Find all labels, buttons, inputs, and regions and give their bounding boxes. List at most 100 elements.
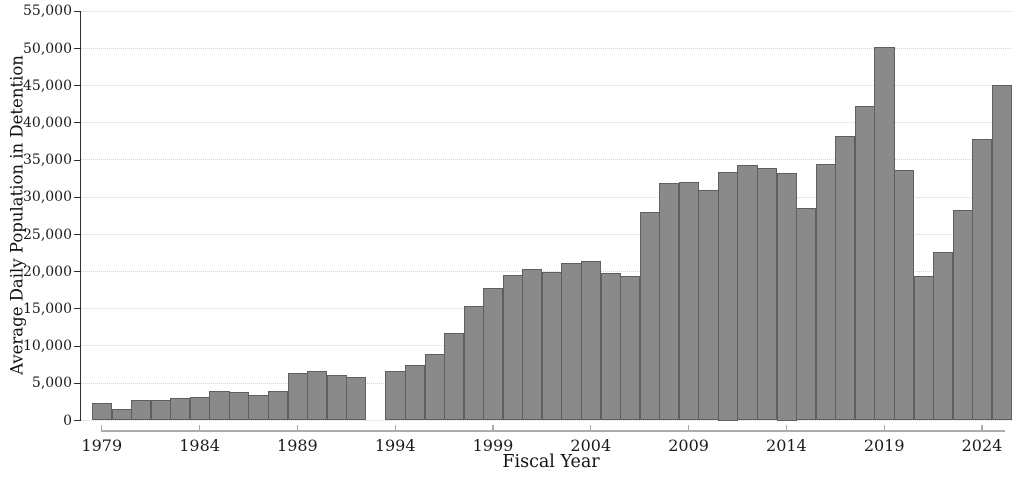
bar-2004 <box>581 261 602 421</box>
gridline <box>81 196 1012 198</box>
bar-2005 <box>600 273 621 421</box>
x-axis-tick <box>492 424 494 430</box>
x-tick-label: 2009 <box>668 436 709 455</box>
y-tick-label: 5,000 <box>31 375 72 392</box>
gridline <box>81 270 1012 272</box>
y-axis-tick <box>74 159 80 161</box>
x-axis-line <box>101 430 1005 432</box>
bar-1991 <box>326 375 347 421</box>
bar-1983 <box>170 398 191 421</box>
y-axis-tick <box>74 345 80 347</box>
bar-2000 <box>502 275 523 421</box>
y-axis-tick <box>74 234 80 236</box>
bar-2007 <box>639 212 660 421</box>
y-tick-label: 35,000 <box>23 152 72 169</box>
y-axis-tick <box>74 382 80 384</box>
bar-1994 <box>385 370 406 421</box>
y-axis-tick <box>74 420 80 422</box>
x-axis-tick <box>785 424 788 430</box>
x-axis-tick <box>296 424 299 430</box>
y-axis-tick <box>74 85 80 87</box>
bar-1987 <box>248 395 269 421</box>
bar-1982 <box>150 399 171 421</box>
gridline <box>81 84 1012 86</box>
x-tick-label: 1984 <box>179 436 220 455</box>
bar-2012 <box>737 164 758 421</box>
y-axis-tick <box>74 48 80 50</box>
bar-2024 <box>972 138 993 421</box>
x-tick-label: 1994 <box>374 436 416 455</box>
bar-1981 <box>131 400 152 421</box>
bar-2011 <box>717 172 739 421</box>
bar-1989 <box>287 372 308 421</box>
gridline <box>81 10 1012 12</box>
bar-2014 <box>776 172 797 421</box>
y-axis-tick <box>74 122 80 124</box>
y-tick-label: 15,000 <box>23 300 72 317</box>
bar-1979 <box>92 403 113 421</box>
y-tick-label: 30,000 <box>23 189 72 206</box>
bar-2002 <box>541 272 563 421</box>
y-tick-label: 50,000 <box>23 40 72 57</box>
bar-1990 <box>307 370 328 421</box>
x-tick-label: 1979 <box>81 436 123 455</box>
x-axis-tick <box>687 424 690 430</box>
bar-1985 <box>209 391 230 421</box>
bar-1980 <box>111 408 132 421</box>
bar-2009 <box>678 181 699 421</box>
y-tick-label: 25,000 <box>23 226 72 243</box>
bar-2013 <box>757 168 778 421</box>
bar-1986 <box>228 392 250 421</box>
x-axis-title: Fiscal Year <box>502 452 600 472</box>
bar-2010 <box>698 189 719 421</box>
gridline <box>81 159 1012 161</box>
gridline <box>81 47 1012 49</box>
x-tick-label: 2024 <box>961 436 1003 455</box>
bar-2006 <box>620 276 641 421</box>
bar-1998 <box>463 305 484 421</box>
bar-2017 <box>835 136 856 421</box>
x-axis-tick <box>981 424 983 430</box>
x-axis-tick <box>101 424 103 430</box>
y-tick-label: 10,000 <box>23 338 72 355</box>
x-tick-label: 2004 <box>570 436 612 455</box>
bar-2021 <box>913 276 934 421</box>
x-axis-tick <box>394 424 396 430</box>
y-tick-label: 55,000 <box>23 3 72 20</box>
x-tick-label: 2014 <box>766 436 807 455</box>
x-tick-label: 2019 <box>863 436 905 455</box>
bar-2022 <box>933 252 954 421</box>
bar-1995 <box>404 365 426 421</box>
y-axis-tick <box>74 271 80 273</box>
x-axis-tick <box>883 424 885 430</box>
y-axis-tick <box>74 196 80 198</box>
bar-1999 <box>483 288 504 421</box>
bar-2019 <box>874 47 895 421</box>
bar-2003 <box>561 262 582 421</box>
gridline <box>81 233 1012 235</box>
y-tick-label: 20,000 <box>23 263 72 280</box>
bar-1992 <box>346 376 367 421</box>
gridline <box>81 122 1012 124</box>
bar-2008 <box>659 183 680 421</box>
bar-2001 <box>522 268 543 421</box>
bar-2025 <box>991 84 1012 421</box>
bar-1984 <box>189 396 210 421</box>
bar-1988 <box>268 391 289 421</box>
y-tick-label: 40,000 <box>23 114 72 131</box>
y-axis-tick <box>74 308 80 310</box>
bar-2016 <box>815 163 836 421</box>
bar-1996 <box>424 354 445 421</box>
y-tick-label: 0 <box>63 412 72 429</box>
x-axis-tick <box>198 424 201 430</box>
bar-1997 <box>444 332 465 421</box>
y-axis-line <box>80 10 82 421</box>
x-tick-label: 1989 <box>277 436 318 455</box>
y-tick-label: 45,000 <box>23 77 72 94</box>
bar-2018 <box>854 105 875 421</box>
bar-2015 <box>796 208 817 421</box>
y-axis-tick <box>74 10 80 12</box>
x-axis-tick <box>590 424 592 430</box>
